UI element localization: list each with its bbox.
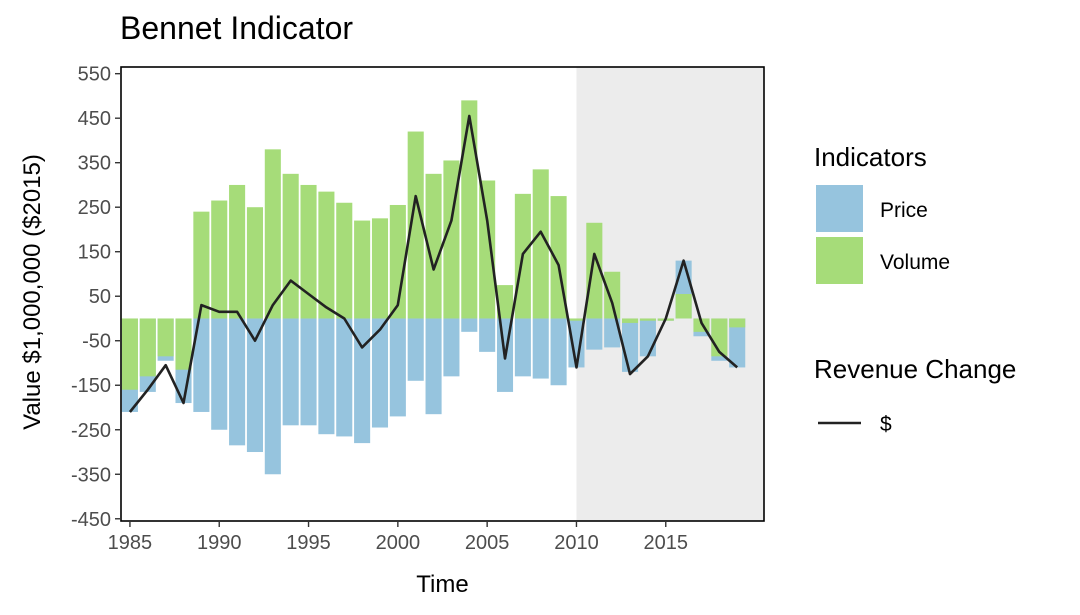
bar-volume-2001 (407, 131, 424, 319)
y-axis: 550 450 350 250 150 50 -50 -150 -250 -350 -450 (71, 64, 121, 531)
bar-price-1997 (336, 318, 353, 437)
y-tick-label: 250 (78, 197, 111, 219)
legend-items: Price Volume $ (816, 185, 950, 436)
bar-price-2001 (407, 318, 424, 381)
chart-title: Bennet Indicator (120, 10, 354, 46)
bar-price-2019 (729, 318, 746, 368)
bar-price-2014 (639, 318, 656, 357)
y-tick-label: -50 (82, 331, 111, 353)
bar-volume-2005 (479, 180, 496, 319)
bar-price-1993 (264, 318, 281, 475)
x-axis: 1985 1990 1995 2000 2005 2010 2015 (108, 521, 688, 554)
bar-volume-2008 (532, 169, 549, 319)
legend-label-price: Price (880, 199, 928, 222)
bar-price-1995 (300, 318, 317, 426)
y-tick-label: -150 (71, 375, 111, 397)
legend: Indicators Revenue Change Price Volume $ (814, 142, 1016, 436)
x-tick-label: 2005 (465, 532, 510, 554)
bar-volume-1994 (282, 173, 299, 319)
bar-volume-2000 (389, 204, 406, 319)
y-tick-label: 350 (78, 153, 111, 175)
bar-volume-1991 (229, 184, 246, 319)
bar-volume-2004 (461, 100, 478, 319)
legend-title-indicators: Indicators (814, 142, 927, 172)
y-tick-label: 150 (78, 242, 111, 264)
bar-price-2010 (568, 318, 585, 368)
bar-volume-2002 (425, 173, 442, 319)
legend-swatch-volume (816, 237, 863, 284)
legend-label-revenue: $ (880, 413, 892, 436)
x-tick-label: 1985 (108, 532, 153, 554)
bar-volume-2010 (568, 318, 585, 321)
bar-volume-1989 (193, 211, 210, 319)
bar-price-1996 (318, 318, 335, 435)
bar-price-1999 (371, 318, 389, 428)
bar-volume-2012 (604, 271, 621, 319)
bar-volume-2016 (675, 294, 692, 319)
legend-label-volume: Volume (880, 251, 950, 274)
x-tick-label: 1995 (286, 532, 331, 554)
bar-price-2002 (425, 318, 442, 415)
x-axis-title: Time (416, 571, 468, 598)
bar-price-1991 (229, 318, 246, 446)
x-tick-label: 2010 (554, 532, 599, 554)
bar-price-1992 (246, 318, 263, 453)
y-axis-title: Value $1,000,000 ($2015) (19, 154, 46, 430)
y-tick-label: -350 (71, 464, 111, 486)
bars-layer (121, 100, 746, 475)
bar-price-2005 (479, 318, 496, 352)
bar-price-1994 (282, 318, 299, 426)
bar-volume-1986 (139, 318, 156, 377)
y-tick-label: 450 (78, 108, 111, 130)
bar-volume-1985 (121, 318, 138, 390)
plot-border (120, 66, 765, 522)
bar-price-2012 (604, 318, 621, 348)
bar-price-1998 (354, 318, 371, 444)
bar-price-2003 (443, 318, 460, 377)
bar-price-1990 (211, 318, 228, 430)
y-tick-label: 550 (78, 64, 111, 86)
bar-volume-1993 (264, 149, 281, 319)
bar-price-1989 (193, 318, 210, 412)
x-tick-label: 2000 (376, 532, 421, 554)
y-tick-label: -450 (71, 509, 111, 531)
bar-price-2007 (514, 318, 531, 377)
bar-price-2009 (550, 318, 567, 386)
legend-swatch-price (816, 185, 863, 232)
bar-volume-1996 (318, 191, 335, 319)
x-tick-label: 2015 (644, 532, 689, 554)
bar-price-2013 (622, 318, 639, 372)
bar-price-2000 (389, 318, 406, 417)
bar-volume-1988 (175, 318, 192, 370)
bar-volume-2014 (639, 318, 656, 321)
y-tick-label: -250 (71, 420, 111, 442)
revenue-change-line (128, 114, 739, 413)
bar-volume-1987 (157, 318, 174, 357)
bar-price-2004 (461, 318, 478, 332)
bar-volume-1999 (371, 218, 389, 319)
legend-title-revenue-change: Revenue Change (814, 354, 1016, 384)
bar-volume-2006 (496, 285, 514, 319)
x-tick-label: 1990 (197, 532, 242, 554)
bar-volume-1992 (246, 207, 263, 319)
bar-volume-1990 (211, 200, 228, 319)
y-tick-label: 50 (89, 286, 111, 308)
bar-volume-2019 (729, 318, 746, 328)
bar-volume-2013 (622, 318, 639, 323)
bar-volume-1995 (300, 184, 317, 319)
bar-volume-1997 (336, 202, 353, 319)
bar-price-2011 (586, 318, 603, 350)
bar-volume-1998 (354, 220, 371, 319)
bar-price-2008 (532, 318, 549, 379)
bar-volume-2011 (586, 222, 603, 319)
